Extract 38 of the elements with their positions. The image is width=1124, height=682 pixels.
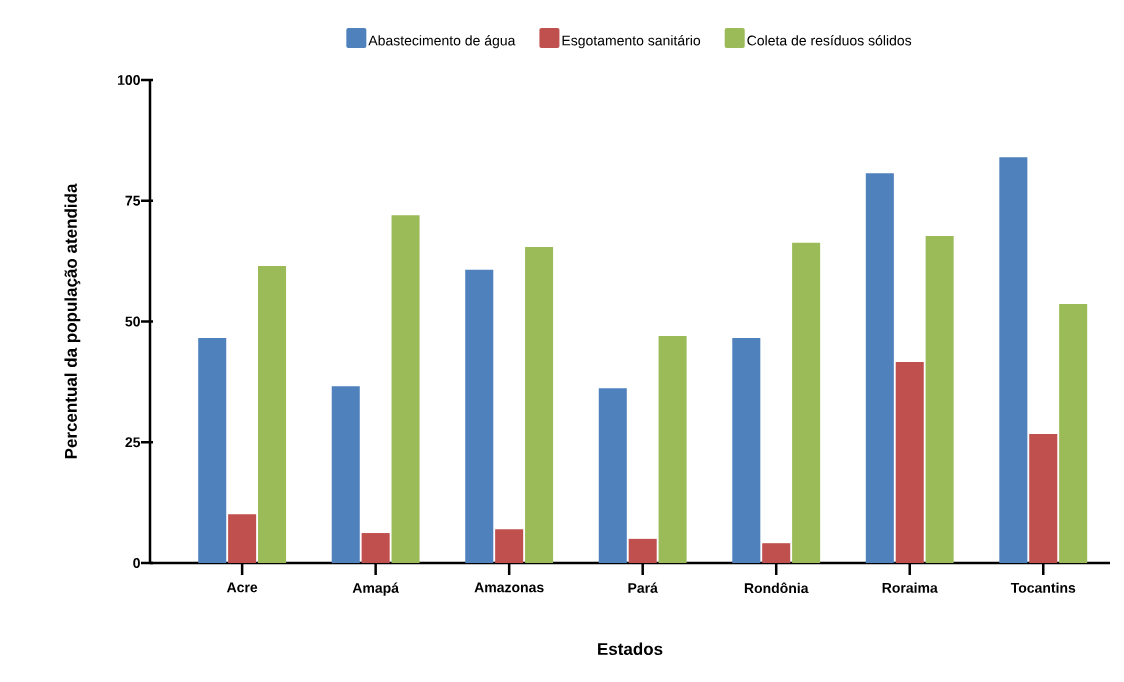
x-tick-label: Amapá: [352, 582, 400, 596]
bar: [391, 215, 420, 563]
bar: [331, 386, 360, 563]
bar: [228, 514, 257, 563]
bar: [1029, 434, 1058, 563]
bar: [198, 337, 227, 563]
legend-label: Coleta de resíduos sólidos: [747, 35, 912, 46]
y-tick-label: 75: [125, 195, 141, 206]
bar: [465, 269, 494, 563]
x-axis-title: Estados: [598, 642, 663, 656]
bar: [258, 265, 287, 563]
bar: [762, 543, 791, 563]
y-axis-title: Percentual da população atendida: [64, 183, 81, 459]
y-tick-label: 50: [125, 316, 140, 327]
x-tick-label: Tocantins: [1010, 582, 1076, 593]
bar: [895, 362, 924, 563]
bar: [361, 533, 390, 563]
bar: [598, 388, 627, 563]
x-tick-label: Acre: [226, 582, 258, 593]
bar: [628, 538, 657, 563]
x-tick-label: Pará: [628, 582, 658, 593]
legend-label: Abastecimento de água: [368, 35, 516, 49]
bar: [1059, 304, 1088, 563]
bar: [732, 337, 761, 563]
y-tick-label: 25: [125, 437, 141, 448]
bar: [495, 529, 524, 563]
bar: [658, 335, 687, 563]
y-tick-label: 0: [133, 558, 140, 568]
bar: [792, 242, 821, 563]
x-tick-label: Amazonas: [474, 582, 544, 593]
y-tick-label: 100: [118, 75, 140, 85]
bar: [925, 236, 954, 563]
bar: [999, 157, 1028, 563]
legend-label: Esgotamento sanitário: [562, 35, 701, 49]
x-tick-label: Rondônia: [744, 582, 809, 594]
bar: [865, 173, 894, 563]
bar: [525, 247, 554, 563]
x-tick-label: Roraima: [882, 582, 938, 593]
